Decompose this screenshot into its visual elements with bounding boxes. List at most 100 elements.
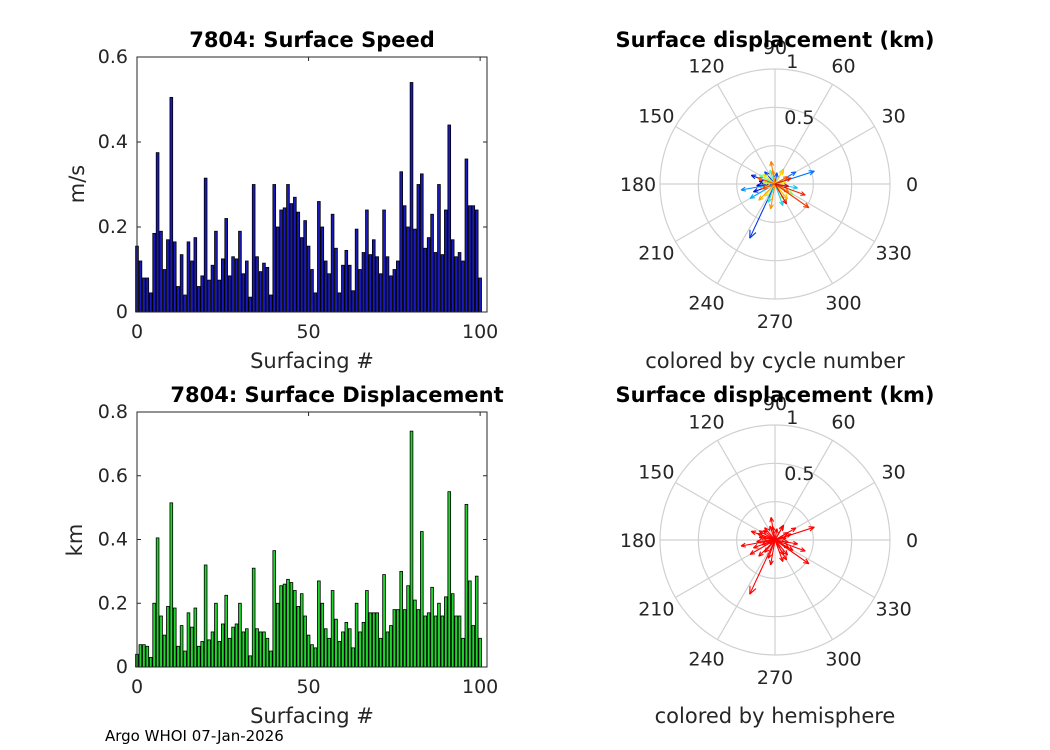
displacement-bar xyxy=(461,637,465,668)
displacement-bar xyxy=(248,655,253,668)
displacement-bar xyxy=(148,657,153,668)
displacement-bar xyxy=(444,596,448,668)
speed-bar xyxy=(169,96,174,313)
displacement-ytick-label: 0 xyxy=(116,656,128,678)
speed-bar xyxy=(186,241,191,313)
polar-hemisphere-angle-label: 330 xyxy=(876,599,912,621)
polar-hemisphere-angle-label: 300 xyxy=(825,649,861,671)
polar-hemisphere-angle-label: 30 xyxy=(882,462,906,484)
speed-bar xyxy=(423,247,428,313)
displacement-bar xyxy=(426,612,431,668)
speed-bar xyxy=(409,82,414,313)
displacement-bar xyxy=(396,609,400,668)
polar-cycle-vector xyxy=(774,183,788,205)
speed-bar xyxy=(258,271,263,313)
displacement-xtick-label: 100 xyxy=(462,676,498,698)
displacement-bar xyxy=(454,615,458,668)
polar-hemisphere-vector xyxy=(774,539,789,545)
displacement-bar-chart: 0 0.2 0.4 0.6 0.8 0 50 100 xyxy=(98,401,498,698)
speed-bar xyxy=(172,241,177,313)
speed-bar xyxy=(402,205,407,313)
polar-cycle-vector xyxy=(774,183,789,189)
speed-bar xyxy=(334,247,338,313)
speed-bar xyxy=(238,230,242,313)
displacement-bar xyxy=(269,650,273,668)
displacement-bar xyxy=(193,607,198,668)
speed-bar xyxy=(354,228,359,313)
displacement-bar xyxy=(207,639,211,668)
speed-bar xyxy=(327,273,331,313)
speed-bar xyxy=(217,279,222,313)
displacement-bar xyxy=(303,615,307,668)
speed-bar xyxy=(337,292,342,313)
speed-bar xyxy=(299,237,304,313)
speed-bar xyxy=(392,269,397,313)
displacement-bar xyxy=(447,491,452,668)
displacement-bar xyxy=(310,644,314,668)
displacement-bar xyxy=(437,602,441,668)
polar-cycle-angle-label: 240 xyxy=(688,293,724,315)
polar-cycle-angle-label: 120 xyxy=(688,55,724,77)
polar-cycle-angle-label: 0 xyxy=(906,174,918,196)
displacement-bar xyxy=(265,637,270,668)
speed-bar xyxy=(183,294,187,313)
displacement-bar xyxy=(210,631,215,668)
displacement-bar xyxy=(231,626,235,668)
displacement-bar xyxy=(241,631,246,668)
polar-cycle-vector xyxy=(749,183,776,239)
speed-bar xyxy=(306,245,311,313)
polar-hemisphere-vector xyxy=(768,539,776,566)
displacement-bar xyxy=(392,609,397,668)
displacement-bar xyxy=(293,590,297,668)
speed-bar xyxy=(196,286,201,313)
speed-bar xyxy=(286,184,290,313)
speed-bar xyxy=(221,258,225,313)
displacement-bar xyxy=(430,586,434,668)
speed-bar xyxy=(227,275,232,313)
displacement-bar xyxy=(478,637,482,668)
speed-bar xyxy=(303,220,307,313)
footer-note: Argo WHOI 07-Jan-2026 xyxy=(105,727,284,745)
polar-hemisphere-angle-label: 270 xyxy=(757,667,793,689)
speed-bar xyxy=(176,286,180,313)
displacement-bar xyxy=(224,594,228,668)
displacement-bar xyxy=(282,583,287,668)
displacement-bar xyxy=(138,644,143,668)
polar-cycle-angle-label: 150 xyxy=(638,106,674,128)
speed-bar xyxy=(378,273,383,313)
speed-bar xyxy=(344,249,349,313)
speed-bar xyxy=(474,209,479,313)
speed-bar xyxy=(454,256,458,313)
displacement-bar xyxy=(406,585,410,668)
polar-hemisphere-radial-label: 1 xyxy=(786,407,798,429)
speed-bar xyxy=(162,269,167,313)
displacement-bar xyxy=(337,641,342,668)
polar-cycle-vector xyxy=(758,183,776,201)
polar-hemisphere-vector xyxy=(769,517,776,541)
speed-bar xyxy=(200,275,204,313)
displacement-x-axis-label: Surfacing # xyxy=(250,704,374,728)
polar-hemisphere-vector xyxy=(767,539,776,559)
speed-bar xyxy=(310,269,314,313)
speed-bar xyxy=(361,252,366,313)
displacement-bar xyxy=(238,602,242,668)
displacement-bar xyxy=(361,621,366,668)
displacement-bar xyxy=(464,504,469,668)
displacement-bar xyxy=(183,650,187,668)
displacement-bar xyxy=(299,593,304,668)
speed-bar xyxy=(457,252,462,313)
displacement-bar xyxy=(217,641,222,668)
speed-xtick-label: 0 xyxy=(131,321,143,343)
displacement-bar xyxy=(145,645,150,668)
speed-bar xyxy=(148,292,153,313)
speed-bar xyxy=(440,254,445,313)
displacement-bar xyxy=(159,615,163,668)
speed-bar xyxy=(396,260,400,313)
displacement-xtick-label: 50 xyxy=(296,676,320,698)
speed-bar xyxy=(296,211,301,313)
speed-bar xyxy=(430,213,434,313)
speed-bar xyxy=(399,171,403,313)
polar-cycle-vector xyxy=(774,169,784,185)
polar-hemisphere-vector xyxy=(774,539,789,556)
displacement-bar xyxy=(279,585,283,668)
